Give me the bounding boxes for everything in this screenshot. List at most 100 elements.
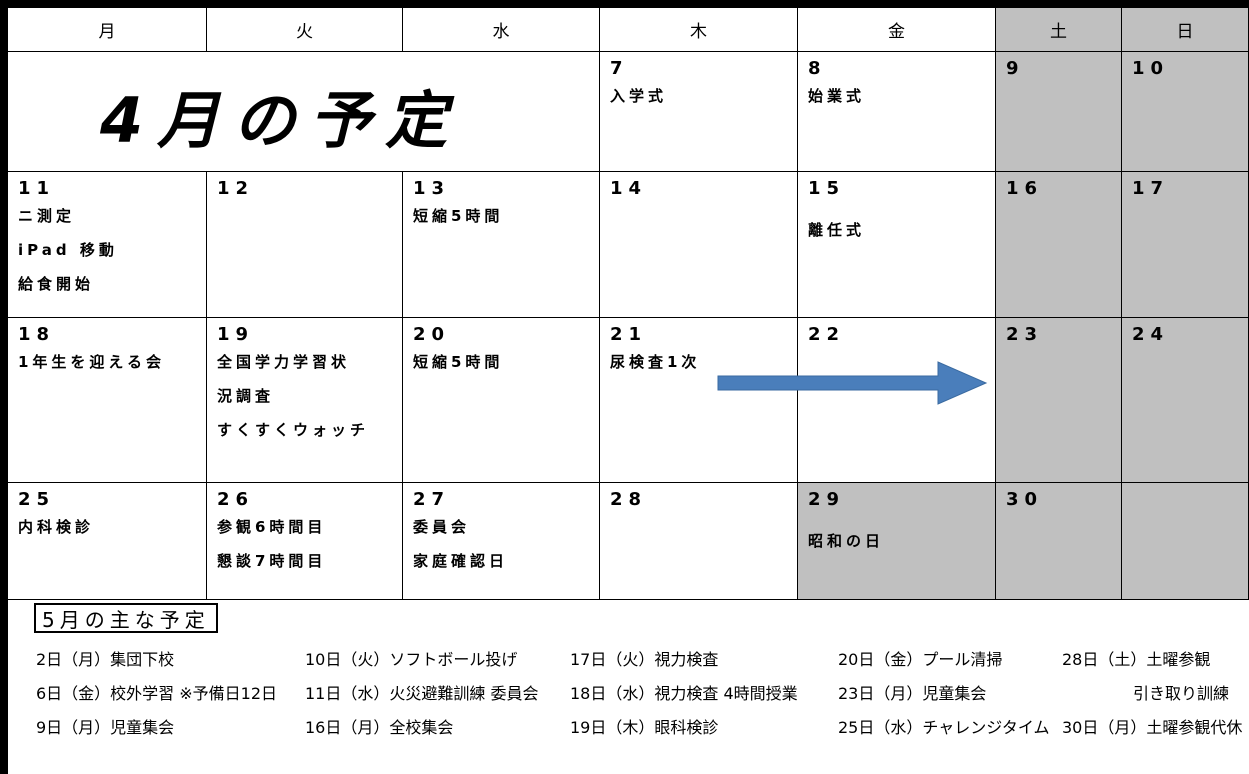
cell-content: 17 <box>1132 178 1245 199</box>
day-header: 木 <box>600 8 798 52</box>
may-item: 11日（水）火災避難訓練 委員会 <box>305 684 539 703</box>
day-cell <box>207 318 403 483</box>
may-item: 25日（水）チャレンジタイム <box>838 718 1050 737</box>
may-item: 6日（金）校外学習 ※予備日12日 <box>36 684 278 703</box>
day-cell <box>1122 52 1249 172</box>
event: 尿検査1次 <box>610 353 701 371</box>
date: 9 <box>1006 58 1025 79</box>
cell-content: 13 短縮5時間 <box>413 178 596 233</box>
calendar-title: 4月の予定 <box>100 84 462 157</box>
title-cell <box>8 52 600 172</box>
event: 況調査 <box>217 387 275 405</box>
date: 13 <box>413 178 451 199</box>
event: 離任式 <box>808 221 866 239</box>
event: 委員会 <box>413 518 471 536</box>
date: 8 <box>808 58 827 79</box>
arrow <box>717 361 988 405</box>
cell-content: 25 内科検診 <box>18 489 203 544</box>
cell-content: 22 <box>808 324 992 345</box>
may-item: 20日（金）プール清掃 <box>838 650 1003 669</box>
event: 全国学力学習状 <box>217 353 351 371</box>
event: ニ測定 <box>18 207 76 225</box>
may-item: 18日（水）視力検査 4時間授業 <box>570 684 798 703</box>
date: 16 <box>1006 178 1044 199</box>
event: 給食開始 <box>18 275 95 293</box>
day-cell <box>8 318 207 483</box>
day-header: 日 <box>1122 8 1249 52</box>
date: 20 <box>413 324 451 345</box>
event: 昭和の日 <box>808 532 885 550</box>
may-item: 10日（火）ソフトボール投げ <box>305 650 518 669</box>
date: 30 <box>1006 489 1044 510</box>
date: 22 <box>808 324 846 345</box>
date: 24 <box>1132 324 1170 345</box>
top-border <box>0 0 1249 8</box>
may-heading: 5月の主な予定 <box>34 603 218 633</box>
event: 短縮5時間 <box>413 207 504 225</box>
date: 17 <box>1132 178 1170 199</box>
event: 始業式 <box>808 87 866 105</box>
may-item: 16日（月）全校集会 <box>305 718 454 737</box>
day-cell <box>403 483 600 600</box>
event: すくすくウォッチ <box>217 421 370 439</box>
day-cell <box>798 52 996 172</box>
day-cell <box>1122 483 1249 600</box>
cell-content: 21 尿検査1次 <box>610 324 794 379</box>
day-cell <box>996 52 1122 172</box>
day-header: 火 <box>207 8 403 52</box>
date: 25 <box>18 489 56 510</box>
day-cell <box>600 52 798 172</box>
cell-content: 26 参観6時間目 懇談7時間目 <box>217 489 399 578</box>
cell-content: 11 ニ測定 iPad 移動 給食開始 <box>18 178 203 301</box>
day-cell <box>1122 318 1249 483</box>
date: 11 <box>18 178 56 199</box>
day-cell <box>600 483 798 600</box>
cell-content: 27 委員会家庭確認日 <box>413 489 596 578</box>
date: 14 <box>610 178 648 199</box>
date: 23 <box>1006 324 1044 345</box>
day-cell <box>8 172 207 318</box>
day-cell <box>403 318 600 483</box>
date: 7 <box>610 58 629 79</box>
day-cell <box>996 172 1122 318</box>
event: 1年生を迎える会 <box>18 353 165 371</box>
day-cell <box>798 483 996 600</box>
event: 懇談7時間目 <box>217 552 327 570</box>
day-cell <box>207 483 403 600</box>
may-item: 23日（月）児童集会 <box>838 684 987 703</box>
day-header: 月 <box>8 8 207 52</box>
event: 家庭確認日 <box>413 552 509 570</box>
day-cell <box>600 172 798 318</box>
cell-content: 29 昭和の日 <box>808 489 992 566</box>
day-header: 土 <box>996 8 1122 52</box>
day-cell <box>798 318 996 483</box>
cell-content: 20 短縮5時間 <box>413 324 596 379</box>
cell-content: 9 <box>1006 58 1118 79</box>
day-cell <box>996 318 1122 483</box>
cell-content: 30 <box>1006 489 1118 510</box>
day-cell <box>798 172 996 318</box>
event: iPad 移動 <box>18 241 118 259</box>
may-item: 28日（土）土曜参観 <box>1062 650 1211 669</box>
day-cell <box>996 483 1122 600</box>
cell-content: 15 離任式 <box>808 178 992 255</box>
cell-content: 23 <box>1006 324 1118 345</box>
may-item: 30日（月）土曜参観代休 <box>1062 718 1243 737</box>
cell-content: 19 全国学力学習状 況調査すくすくウォッチ <box>217 324 399 447</box>
event: 内科検診 <box>18 518 95 536</box>
day-cell <box>1122 172 1249 318</box>
date: 19 <box>217 324 255 345</box>
date: 18 <box>18 324 56 345</box>
may-item: 17日（火）視力検査 <box>570 650 719 669</box>
date: 27 <box>413 489 451 510</box>
may-item: 引き取り訓練 <box>1132 684 1229 703</box>
day-cell <box>207 172 403 318</box>
day-cell <box>600 318 798 483</box>
may-item: 9日（月）児童集会 <box>36 718 175 737</box>
cell-content: 14 <box>610 178 794 199</box>
event: 入学式 <box>610 87 668 105</box>
cell-content: 7 入学式 <box>610 58 794 113</box>
event: 参観6時間目 <box>217 518 327 536</box>
cell-content: 28 <box>610 489 794 510</box>
day-header: 水 <box>403 8 600 52</box>
